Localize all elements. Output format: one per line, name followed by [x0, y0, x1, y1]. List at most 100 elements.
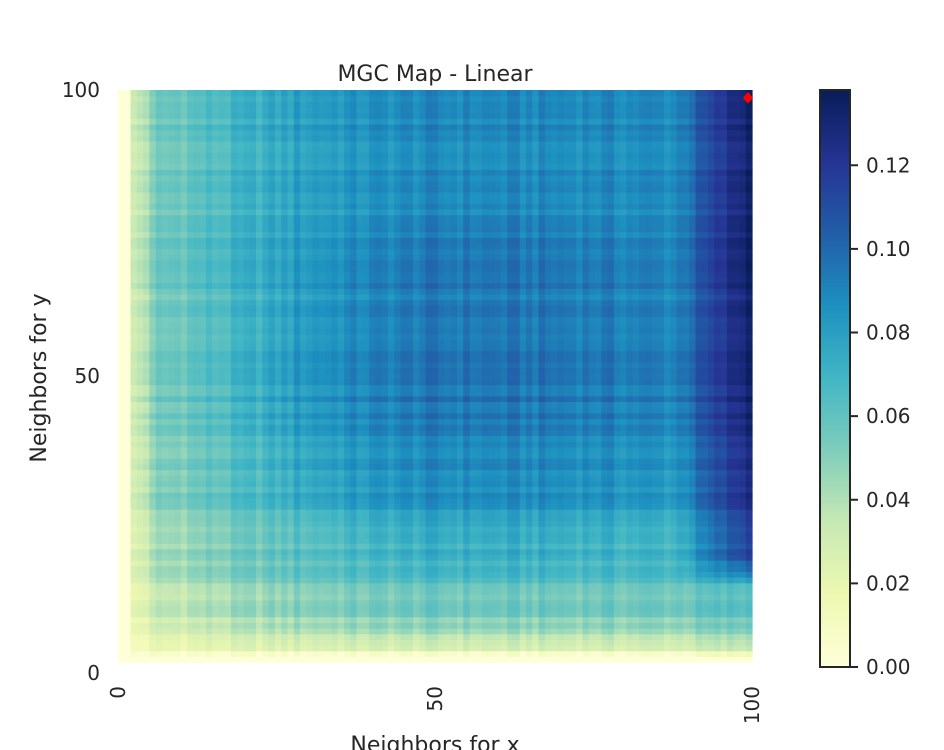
heatmap-cell	[576, 492, 584, 499]
heatmap-cell	[350, 401, 358, 408]
heatmap-cell	[149, 650, 157, 657]
heatmap-cell	[136, 378, 144, 386]
heatmap-cell	[130, 548, 138, 555]
heatmap-cell	[607, 429, 615, 437]
heatmap-cell	[670, 412, 678, 420]
heatmap-cell	[670, 560, 678, 567]
heatmap-cell	[482, 509, 489, 516]
heatmap-cell	[482, 475, 489, 482]
heatmap-cell	[500, 526, 508, 533]
heatmap-cell	[726, 622, 734, 629]
heatmap-cell	[720, 656, 728, 663]
heatmap-cell	[613, 599, 621, 606]
heatmap-cell	[118, 418, 125, 425]
heatmap-cell	[595, 565, 602, 572]
heatmap-cell	[168, 469, 176, 476]
heatmap-cell	[312, 560, 320, 567]
heatmap-cell	[136, 560, 144, 567]
heatmap-cell	[180, 418, 188, 425]
heatmap-cell	[199, 594, 207, 601]
heatmap-cell	[262, 554, 270, 561]
heatmap-cell	[444, 463, 452, 471]
heatmap-cell	[168, 486, 176, 493]
heatmap-cell	[331, 554, 339, 561]
heatmap-cell	[645, 452, 653, 459]
heatmap-cell	[475, 548, 483, 555]
heatmap-cell	[532, 594, 540, 601]
heatmap-cell	[494, 565, 502, 572]
heatmap-cell	[689, 520, 697, 527]
heatmap-cell	[381, 560, 389, 567]
heatmap-cell	[406, 645, 414, 652]
heatmap-cell	[281, 446, 289, 454]
heatmap-cell	[199, 611, 207, 618]
heatmap-cell	[720, 395, 728, 403]
heatmap-cell	[494, 611, 502, 618]
heatmap-cell	[224, 429, 232, 437]
heatmap-cell	[657, 633, 665, 640]
heatmap-cell	[343, 492, 351, 499]
heatmap-cell	[639, 384, 646, 391]
heatmap-cell	[193, 628, 201, 635]
heatmap-cell	[569, 582, 577, 589]
heatmap-cell	[463, 548, 471, 555]
heatmap-cell	[664, 503, 671, 510]
heatmap-cell	[607, 469, 615, 476]
heatmap-cell	[613, 407, 621, 414]
heatmap-cell	[387, 639, 395, 646]
heatmap-cell	[563, 554, 571, 561]
heatmap-cell	[708, 390, 715, 397]
heatmap-cell	[237, 650, 245, 657]
heatmap-cell	[576, 384, 584, 391]
heatmap-cell	[381, 424, 389, 431]
heatmap-cell	[425, 407, 433, 414]
heatmap-cell	[205, 543, 213, 550]
heatmap-cell	[318, 594, 326, 601]
heatmap-cell	[287, 463, 295, 471]
heatmap-cell	[469, 582, 477, 589]
heatmap-cell	[218, 599, 226, 606]
heatmap-cell	[513, 441, 521, 448]
heatmap-cell	[318, 509, 326, 516]
heatmap-cell	[456, 469, 464, 476]
heatmap-cell	[149, 599, 157, 606]
heatmap-cell	[526, 390, 533, 397]
heatmap-cell	[657, 384, 665, 391]
heatmap-cell	[356, 401, 364, 408]
heatmap-cell	[124, 480, 132, 488]
heatmap-cell	[563, 480, 571, 488]
heatmap-cell	[475, 622, 483, 629]
heatmap-cell	[431, 548, 439, 555]
heatmap-cell	[689, 622, 697, 629]
heatmap-cell	[331, 605, 339, 612]
heatmap-cell	[469, 560, 477, 567]
heatmap-cell	[607, 594, 615, 601]
heatmap-cell	[651, 509, 659, 516]
heatmap-cell	[262, 588, 270, 595]
heatmap-cell	[507, 560, 515, 567]
heatmap-cell	[281, 560, 289, 567]
heatmap-cell	[369, 469, 376, 476]
heatmap-cell	[318, 650, 326, 657]
heatmap-cell	[262, 424, 270, 431]
heatmap-cell	[218, 582, 226, 589]
heatmap-cell	[494, 639, 502, 646]
heatmap-cell	[406, 650, 414, 657]
heatmap-cell	[714, 599, 722, 606]
heatmap-cell	[544, 458, 552, 465]
heatmap-cell	[274, 588, 282, 595]
heatmap-cell	[224, 384, 232, 391]
heatmap-cell	[419, 509, 427, 516]
heatmap-cell	[582, 554, 590, 561]
heatmap-cell	[607, 424, 615, 431]
heatmap-cell	[557, 509, 565, 516]
heatmap-cell	[118, 594, 125, 601]
heatmap-cell	[249, 424, 257, 431]
heatmap-cell	[193, 548, 201, 555]
heatmap-cell	[212, 509, 220, 516]
heatmap-cell	[670, 509, 678, 516]
heatmap-cell	[676, 633, 684, 640]
heatmap-cell	[212, 492, 220, 499]
heatmap-cell	[469, 441, 477, 448]
heatmap-cell	[118, 435, 125, 442]
